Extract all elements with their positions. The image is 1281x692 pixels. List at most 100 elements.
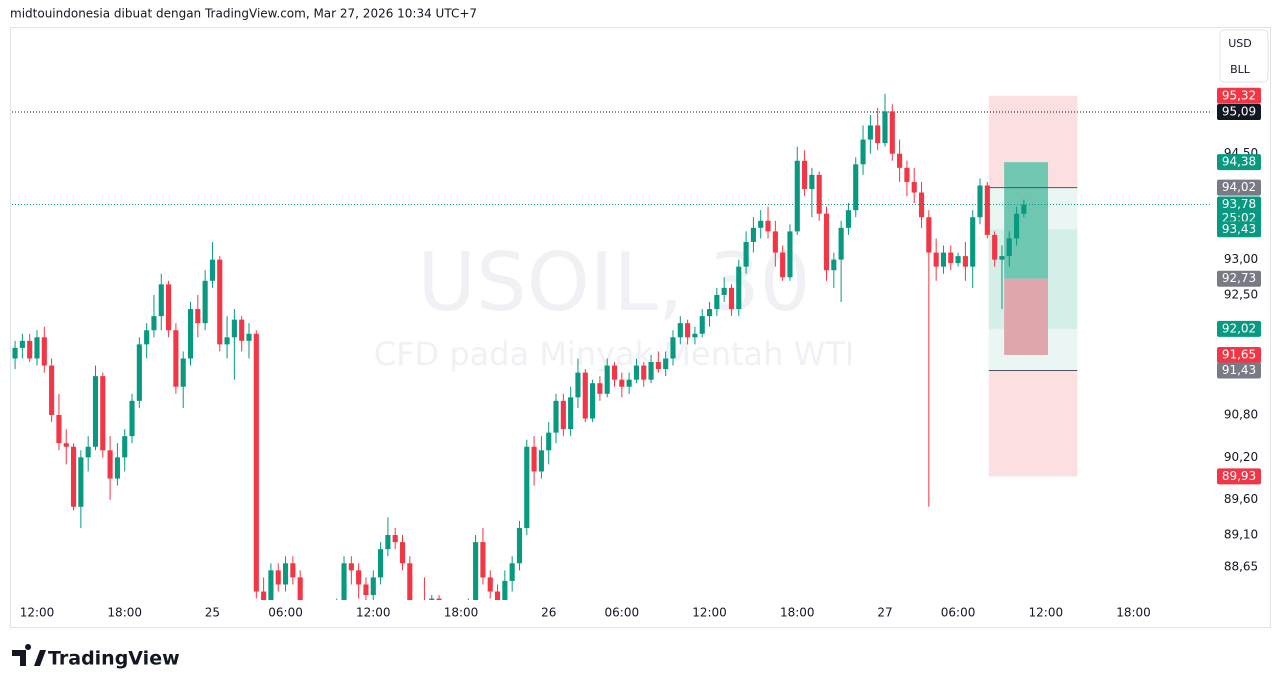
currency-button[interactable]: USD bbox=[1228, 37, 1252, 50]
y-tick-label: 90,20 bbox=[1224, 450, 1258, 464]
price-label-box bbox=[1217, 87, 1261, 104]
currency-panel: USD BLL bbox=[1219, 29, 1269, 83]
candle-body bbox=[224, 337, 230, 345]
candle-body bbox=[173, 330, 179, 387]
candle-body bbox=[926, 217, 932, 253]
y-tick-label: 89,10 bbox=[1224, 528, 1258, 542]
logo-icon bbox=[12, 644, 46, 666]
candle-body bbox=[597, 383, 603, 394]
candle-body bbox=[867, 125, 873, 140]
candle-body bbox=[92, 376, 99, 447]
candle-body bbox=[611, 365, 618, 380]
candle-body bbox=[305, 613, 310, 627]
candle-body bbox=[860, 139, 866, 165]
candle-body bbox=[911, 181, 917, 193]
candle-body bbox=[590, 383, 596, 419]
candle-body bbox=[721, 287, 727, 295]
candle-body bbox=[809, 174, 815, 190]
candle-body bbox=[129, 400, 135, 437]
header: midtouindonesia dibuat dengan TradingVie… bbox=[10, 7, 477, 21]
candle-body bbox=[524, 446, 530, 528]
candle-body bbox=[385, 535, 391, 550]
candle-body bbox=[209, 259, 216, 281]
candle-body bbox=[955, 256, 961, 264]
candle-body bbox=[736, 266, 742, 310]
candle-body bbox=[327, 616, 332, 623]
candle-body bbox=[239, 319, 245, 341]
candle-body bbox=[538, 450, 544, 472]
candle-body bbox=[502, 580, 508, 600]
candle-body bbox=[948, 252, 954, 264]
candle-body bbox=[706, 309, 713, 317]
y-tick-label: 89,60 bbox=[1224, 492, 1258, 506]
logo-text: TradingView bbox=[48, 648, 180, 670]
candle-body bbox=[34, 337, 40, 359]
y-tick-label: 88,65 bbox=[1224, 559, 1258, 573]
candle-body bbox=[122, 436, 128, 458]
candle-body bbox=[692, 333, 698, 338]
candle-body bbox=[78, 457, 84, 507]
candle-body bbox=[897, 153, 903, 168]
x-tick-label: 12:00 bbox=[356, 606, 391, 620]
candle-body bbox=[246, 333, 252, 341]
candle-body bbox=[626, 379, 632, 387]
candle-body bbox=[370, 577, 376, 596]
candle-body bbox=[970, 217, 976, 267]
candle-body bbox=[202, 280, 208, 324]
candle-body bbox=[151, 316, 157, 331]
candle-body bbox=[436, 598, 442, 600]
candle-body bbox=[838, 227, 844, 260]
candle-body bbox=[320, 620, 325, 624]
candle-body bbox=[999, 256, 1005, 260]
y-tick-label: 93,00 bbox=[1224, 252, 1258, 266]
price-label: 95,32 bbox=[1222, 88, 1256, 102]
candle-body bbox=[546, 432, 552, 451]
candle-body bbox=[1014, 213, 1020, 239]
candle-body bbox=[19, 340, 25, 348]
candle-body bbox=[422, 620, 427, 624]
position-zone bbox=[1004, 162, 1049, 279]
candle-body bbox=[743, 241, 749, 267]
candle-body bbox=[992, 234, 998, 260]
candle-body bbox=[12, 347, 18, 359]
candle-body bbox=[641, 365, 647, 380]
candle-body bbox=[568, 397, 574, 430]
x-tick-label: 18:00 bbox=[780, 606, 815, 620]
y-tick-label: 92,50 bbox=[1224, 287, 1258, 301]
candle-body bbox=[772, 231, 778, 253]
candle-body bbox=[392, 535, 398, 543]
candle-body bbox=[780, 252, 786, 278]
currency-button[interactable]: BLL bbox=[1230, 63, 1251, 76]
x-tick-label: 12:00 bbox=[20, 606, 55, 620]
candle-body bbox=[816, 174, 822, 214]
candle-body bbox=[940, 252, 947, 267]
candle-body bbox=[984, 185, 990, 235]
candle-body bbox=[231, 319, 237, 338]
candle-body bbox=[63, 443, 69, 447]
candle-body bbox=[794, 160, 800, 232]
candle-body bbox=[889, 111, 895, 154]
candle-body bbox=[49, 365, 55, 415]
logo: TradingView bbox=[12, 644, 180, 670]
candle-body bbox=[195, 309, 201, 324]
candle-body bbox=[158, 284, 164, 317]
candle-body bbox=[918, 192, 925, 218]
plot-area bbox=[12, 93, 1210, 641]
candle-body bbox=[750, 227, 756, 242]
candle-body bbox=[787, 231, 793, 278]
candle-body bbox=[458, 630, 463, 641]
price-label: 94,02 bbox=[1222, 180, 1256, 194]
x-tick-label: 26 bbox=[541, 606, 556, 620]
candle-body bbox=[1006, 238, 1012, 257]
price-label-box bbox=[1217, 196, 1261, 227]
candle-body bbox=[933, 252, 939, 267]
candle-body bbox=[253, 333, 259, 592]
currency-box bbox=[1219, 29, 1269, 83]
candle-body bbox=[334, 606, 339, 617]
candle-body bbox=[166, 284, 172, 331]
price-label: 92,02 bbox=[1222, 321, 1256, 335]
candle-body bbox=[275, 570, 281, 585]
candle-body bbox=[633, 365, 639, 380]
candle-body bbox=[100, 376, 106, 451]
candle-body bbox=[473, 542, 479, 600]
